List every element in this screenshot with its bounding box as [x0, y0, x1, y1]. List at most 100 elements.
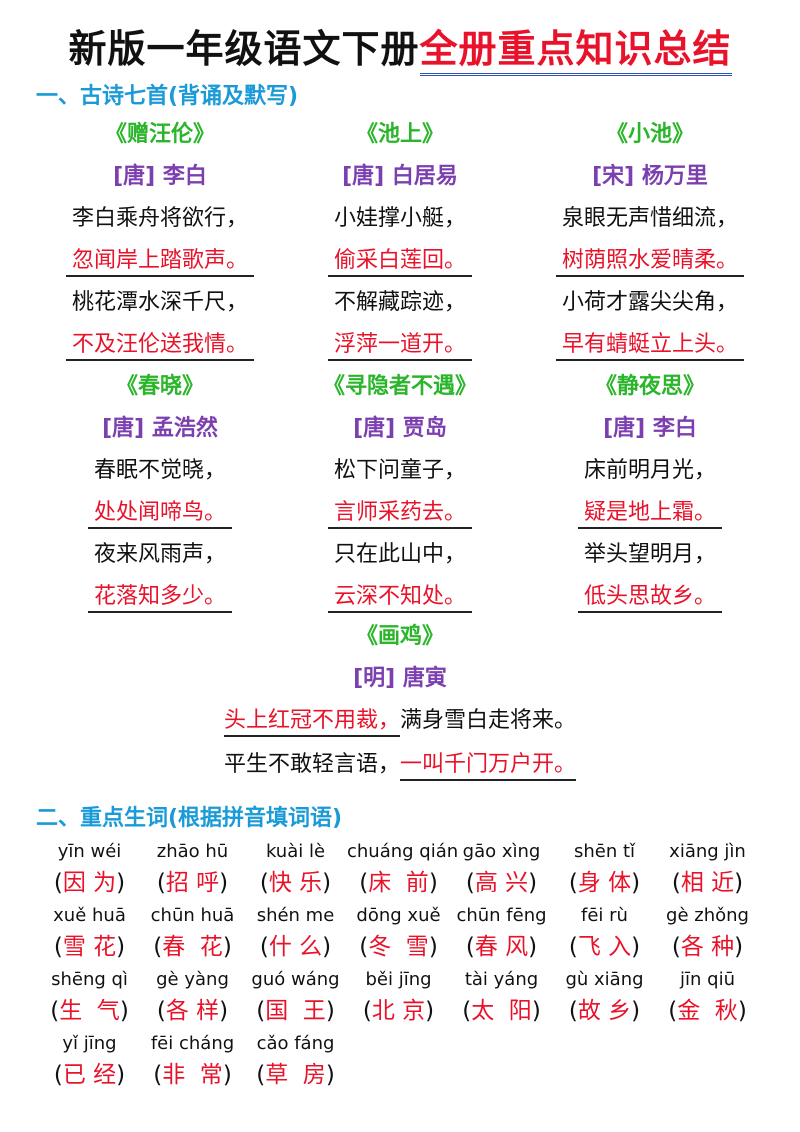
pinyin: zhāo hū: [156, 841, 229, 862]
vocab-word: (北 京): [362, 998, 435, 1024]
pinyin: guó wáng: [251, 969, 340, 990]
vocab-row: shēng qì (生 气) gè yàng (各 样) guó wáng (国 王) bě…: [38, 966, 778, 1030]
title-highlight: 全册重点知识总结: [419, 27, 732, 76]
poem-line-red: 树荫照水爱晴柔。: [520, 240, 780, 282]
pinyin: shén me: [256, 905, 335, 926]
vocab-item: jīn qiū (金 秋): [656, 966, 759, 1030]
vocab-item: shēn tǐ (身 体): [553, 838, 656, 902]
vocab-word: (春 风): [465, 934, 538, 960]
poem-line: 床前明月光，: [583, 458, 716, 483]
vocab-row: yīn wéi (因 为) zhāo hū (招 呼) kuài lè (快 乐) chuá…: [38, 838, 778, 902]
vocab-word: (招 呼): [156, 870, 229, 896]
poem-line-red: 花落知多少。: [30, 576, 290, 618]
section-heading-poems: 一、古诗七首(背诵及默写): [36, 84, 299, 109]
vocab-word: (什 么): [259, 934, 332, 960]
poem-line: 满身雪白走将来。: [400, 708, 577, 733]
vocab-word: (高 兴): [465, 870, 538, 896]
vocab-item: zhāo hū (招 呼): [141, 838, 244, 902]
vocab-word: (非 常): [153, 1062, 232, 1088]
pinyin: shēn tǐ: [573, 841, 636, 862]
pinyin: tài yáng: [464, 969, 539, 990]
vocab-word: (雪 花): [53, 934, 126, 960]
pinyin: gāo xìng: [462, 841, 541, 862]
poem-author: [唐] 李白: [113, 164, 207, 189]
vocab-word: (各 种): [671, 934, 744, 960]
poem-author: [唐] 孟浩然: [102, 416, 218, 441]
poem-block: 《寻隐者不遇》 [唐] 贾岛 松下问童子， 言师采药去。 只在此山中， 云深不知处。: [270, 366, 530, 618]
vocab-word: (身 体): [568, 870, 641, 896]
poem-line: 平生不敢轻言语，: [223, 752, 400, 777]
poem-title: 《小池》: [605, 122, 694, 147]
vocab-word: (太 阳): [462, 998, 541, 1024]
vocab-table: yīn wéi (因 为) zhāo hū (招 呼) kuài lè (快 乐) chuá…: [38, 838, 778, 1094]
poem-author: [唐] 白居易: [342, 164, 458, 189]
vocab-item: yīn wéi (因 为): [38, 838, 141, 902]
vocab-row: xuě huā (雪 花) chūn huā (春 花) shén me (什 么) dōn…: [38, 902, 778, 966]
poem-title: 《池上》: [355, 122, 444, 147]
vocab-word: (已 经): [53, 1062, 126, 1088]
pinyin: cǎo fáng: [256, 1033, 335, 1054]
title-main: 新版一年级语文下册: [68, 27, 420, 71]
vocab-item: chūn fēng (春 风): [450, 902, 553, 966]
pinyin: yīn wéi: [57, 841, 122, 862]
vocab-item: shén me (什 么): [244, 902, 347, 966]
poem-line-red: 云深不知处。: [270, 576, 530, 618]
poem-line: 李白乘舟将欲行，: [71, 206, 248, 231]
vocab-word: (飞 入): [568, 934, 641, 960]
vocab-item: yǐ jīng (已 经): [38, 1030, 141, 1094]
poem-line-red: 言师采药去。: [270, 492, 530, 534]
huaji-line-1: 头上红冠不用裁，满身雪白走将来。: [0, 700, 800, 742]
poem-line-red: 疑是地上霜。: [520, 492, 780, 534]
vocab-row: yǐ jīng (已 经) fēi cháng (非 常) cǎo fáng (草 房): [38, 1030, 778, 1094]
poem-line-red: 低头思故乡。: [520, 576, 780, 618]
poem-title: 《画鸡》: [355, 624, 444, 649]
poem-title: 《寻隐者不遇》: [322, 374, 477, 399]
vocab-item: dōng xuě (冬 雪): [347, 902, 450, 966]
vocab-item: shēng qì (生 气): [38, 966, 141, 1030]
poem-line-red: 忽闻岸上踏歌声。: [30, 240, 290, 282]
vocab-word: (故 乡): [568, 998, 641, 1024]
poem-block: 《赠汪伦》 [唐] 李白 李白乘舟将欲行， 忽闻岸上踏歌声。 桃花潭水深千尺， 不及汪伦送…: [30, 114, 290, 366]
poem-line: 不解藏踪迹，: [333, 290, 466, 315]
poem-line: 桃花潭水深千尺，: [71, 290, 248, 315]
vocab-item: fēi rù (飞 入): [553, 902, 656, 966]
poem-line-red: 不及汪伦送我情。: [30, 324, 290, 366]
poem-author: [宋] 杨万里: [592, 164, 708, 189]
pinyin: dōng xuě: [356, 905, 441, 926]
poem-block: 《静夜思》 [唐] 李白 床前明月光， 疑是地上霜。举头望明月， 低头思故乡。: [520, 366, 780, 618]
vocab-word: (冬 雪): [359, 934, 438, 960]
vocab-item: běi jīng (北 京): [347, 966, 450, 1030]
vocab-item: chuáng qián (床 前): [347, 838, 458, 902]
poem-author: [唐] 李白: [603, 416, 697, 441]
poem-author: [明] 唐寅: [353, 666, 447, 691]
pinyin: fēi cháng: [150, 1033, 235, 1054]
vocab-item: gè yàng (各 样): [141, 966, 244, 1030]
poem-line: 松下问童子，: [333, 458, 466, 483]
pinyin: gè yàng: [156, 969, 229, 990]
poem-line: 春眠不觉晓，: [93, 458, 226, 483]
vocab-item: xiāng jìn (相 近): [656, 838, 759, 902]
poem-block: 《小池》 [宋] 杨万里 泉眼无声惜细流， 树荫照水爱晴柔。 小荷才露尖尖角， 早有蜻蜓立…: [520, 114, 780, 366]
vocab-word: (国 王): [256, 998, 335, 1024]
poem-line-red: 早有蜻蜓立上头。: [520, 324, 780, 366]
vocab-word: (春 花): [153, 934, 232, 960]
page-title: 新版一年级语文下册全册重点知识总结: [0, 18, 800, 76]
vocab-word: (各 样): [156, 998, 229, 1024]
vocab-item: tài yáng (太 阳): [450, 966, 553, 1030]
vocab-word: (快 乐): [259, 870, 332, 896]
vocab-word: (因 为): [53, 870, 126, 896]
pinyin: chūn fēng: [456, 905, 547, 926]
poem-line: 小荷才露尖尖角，: [561, 290, 738, 315]
vocab-item: cǎo fáng (草 房): [244, 1030, 347, 1094]
poem-block: 《春晓》 [唐] 孟浩然 春眠不觉晓， 处处闻啼鸟。 夜来风雨声， 花落知多少。: [30, 366, 290, 618]
poem-line-red: 偷采白莲回。: [270, 240, 530, 282]
poem-line: 举头望明月，: [583, 542, 716, 567]
poem-block: 《池上》 [唐] 白居易 小娃撑小艇， 偷采白莲回。 不解藏踪迹， 浮萍一道开。: [270, 114, 530, 366]
pinyin: yǐ jīng: [62, 1033, 117, 1054]
pinyin: jīn qiū: [680, 969, 735, 990]
vocab-word: (金 秋): [668, 998, 747, 1024]
section-heading-vocab: 二、重点生词(根据拼音填词语): [36, 806, 343, 831]
poem-title: 《静夜思》: [594, 374, 705, 399]
poem-line: 夜来风雨声，: [93, 542, 226, 567]
vocab-word: (草 房): [256, 1062, 335, 1088]
